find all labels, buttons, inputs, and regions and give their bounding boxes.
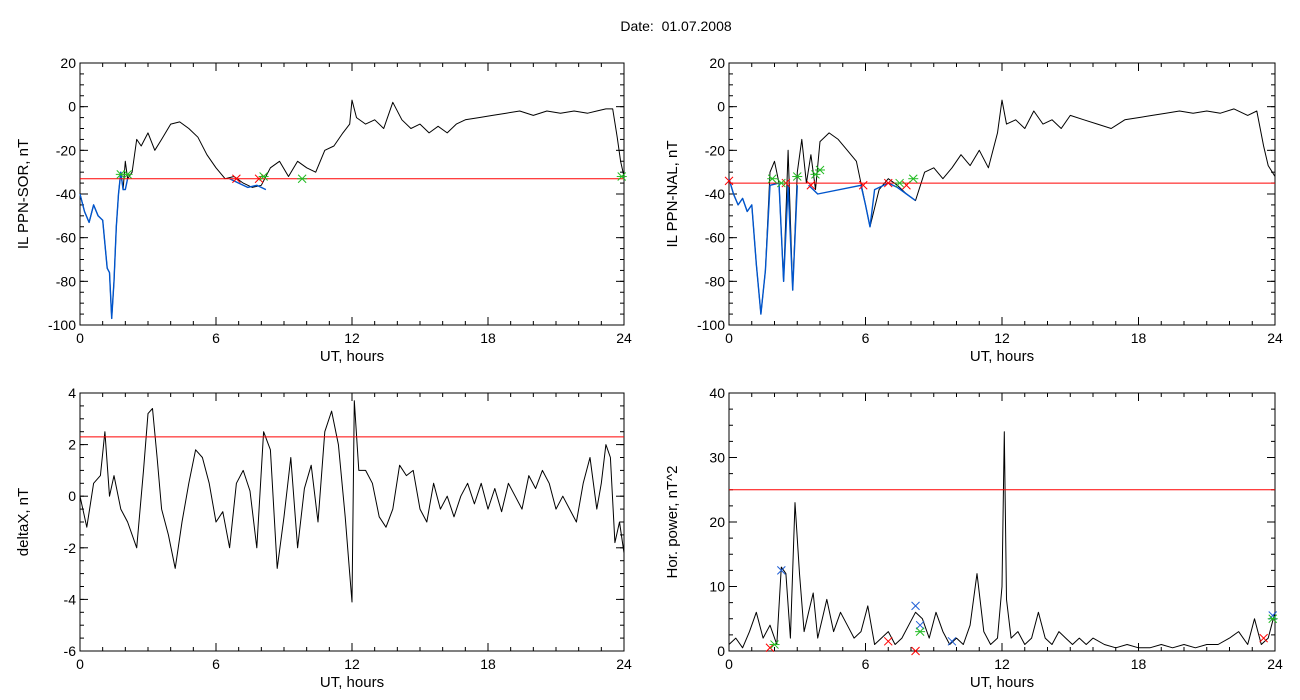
marker-blue bbox=[947, 636, 957, 646]
marker-red bbox=[724, 176, 734, 186]
y-tick-label: -60 bbox=[56, 230, 76, 246]
marker-red bbox=[883, 178, 893, 188]
x-tick-label: 0 bbox=[725, 330, 733, 346]
y-tick-label: -20 bbox=[705, 142, 725, 158]
marker-red bbox=[911, 646, 920, 656]
x-tick-label: 12 bbox=[344, 656, 360, 672]
y-tick-label: -40 bbox=[56, 186, 76, 202]
x-tick-label: 0 bbox=[725, 656, 733, 672]
panel-ppn-sor: 0 6 12 18 24 -100 -80 -60 -40 -20 0 20 UT, hours IL P… bbox=[15, 55, 632, 365]
y-axis-label: IL PPN-SOR, nT bbox=[15, 139, 32, 249]
x-tick-label: 0 bbox=[76, 330, 84, 346]
marker-green bbox=[616, 172, 627, 181]
plot-frame bbox=[728, 392, 1276, 652]
series-line bbox=[79, 171, 129, 320]
y-tick-label: -100 bbox=[48, 317, 76, 333]
marker-green bbox=[815, 165, 825, 175]
y-tick-label: -40 bbox=[705, 186, 725, 202]
y-tick-label: 20 bbox=[709, 55, 725, 71]
marker-green bbox=[776, 178, 787, 188]
y-tick-label: 20 bbox=[709, 514, 725, 530]
x-tick-label: 24 bbox=[616, 330, 632, 346]
y-tick-label: 0 bbox=[68, 99, 76, 115]
y-tick-label: 0 bbox=[717, 643, 725, 659]
y-tick-label: -60 bbox=[705, 230, 725, 246]
plot-frame bbox=[79, 392, 625, 652]
y-tick-label: -100 bbox=[697, 317, 725, 333]
marker-red bbox=[1259, 633, 1268, 643]
marker-red bbox=[883, 636, 893, 646]
y-tick-label: -80 bbox=[56, 273, 76, 289]
y-tick-label: -6 bbox=[64, 643, 77, 659]
x-tick-label: 12 bbox=[344, 330, 360, 346]
panel-ppn-nal: 0 6 12 18 24 -100 -80 -60 -40 -20 0 20 UT, hours IL P… bbox=[664, 55, 1283, 365]
marker-green bbox=[908, 174, 919, 184]
marker-green bbox=[297, 174, 308, 184]
y-tick-label: -80 bbox=[705, 273, 725, 289]
figure-title: Date: 01.07.2008 bbox=[620, 18, 732, 34]
marker-red bbox=[765, 643, 775, 653]
y-axis-label: IL PPN-NAL, nT bbox=[664, 141, 681, 248]
marker-green bbox=[915, 627, 926, 637]
marker-blue bbox=[1268, 611, 1278, 620]
y-tick-label: 20 bbox=[60, 55, 76, 71]
marker-green bbox=[894, 178, 905, 188]
x-tick-label: 6 bbox=[212, 330, 220, 346]
y-tick-label: -4 bbox=[64, 591, 77, 607]
y-axis-label: deltaX, nT bbox=[15, 488, 32, 556]
panel-hor-power: 0 6 12 18 24 0 10 20 30 40 UT, hours Hor. power, nT… bbox=[664, 385, 1283, 691]
marker-green bbox=[258, 172, 269, 181]
marker-green bbox=[769, 640, 780, 649]
y-tick-label: 0 bbox=[717, 99, 725, 115]
y-tick-label: -2 bbox=[64, 540, 77, 556]
marker-blue bbox=[776, 566, 786, 575]
marker-red bbox=[806, 180, 816, 190]
x-tick-label: 24 bbox=[1267, 330, 1283, 346]
marker-green bbox=[767, 174, 778, 184]
x-tick-label: 24 bbox=[1267, 656, 1283, 672]
x-tick-label: 12 bbox=[994, 330, 1010, 346]
y-tick-label: 30 bbox=[709, 450, 725, 466]
series-line bbox=[808, 182, 916, 228]
y-tick-label: 2 bbox=[68, 437, 76, 453]
x-axis-label: UT, hours bbox=[970, 348, 1034, 365]
series-line bbox=[229, 178, 267, 191]
x-tick-label: 6 bbox=[212, 656, 220, 672]
y-axis-label: Hor. power, nT^2 bbox=[664, 466, 681, 579]
x-tick-label: 6 bbox=[862, 656, 870, 672]
x-tick-label: 18 bbox=[1131, 330, 1147, 346]
x-tick-label: 6 bbox=[862, 330, 870, 346]
marker-green bbox=[792, 172, 803, 181]
x-axis-label: UT, hours bbox=[970, 674, 1034, 691]
y-tick-label: 40 bbox=[709, 385, 725, 401]
marker-red bbox=[232, 174, 241, 184]
y-tick-label: 0 bbox=[68, 488, 76, 504]
x-tick-label: 18 bbox=[480, 656, 496, 672]
marker-blue bbox=[911, 601, 920, 611]
y-tick-label: 10 bbox=[709, 579, 725, 595]
x-axis-label: UT, hours bbox=[320, 674, 384, 691]
x-tick-label: 18 bbox=[480, 330, 496, 346]
x-tick-label: 12 bbox=[994, 656, 1010, 672]
x-tick-label: 24 bbox=[616, 656, 632, 672]
y-tick-label: -20 bbox=[56, 142, 76, 158]
x-tick-label: 0 bbox=[76, 656, 84, 672]
x-tick-label: 18 bbox=[1131, 656, 1147, 672]
y-tick-label: 4 bbox=[68, 385, 76, 401]
marker-blue bbox=[915, 620, 925, 630]
series-line bbox=[728, 99, 1276, 315]
series-line bbox=[79, 400, 625, 603]
x-axis-label: UT, hours bbox=[320, 348, 384, 365]
series-line bbox=[728, 178, 798, 315]
series-line bbox=[728, 431, 1276, 649]
marker-red bbox=[858, 180, 868, 190]
marker-green bbox=[122, 169, 133, 179]
series-line bbox=[79, 99, 625, 319]
marker-green bbox=[1267, 614, 1278, 624]
